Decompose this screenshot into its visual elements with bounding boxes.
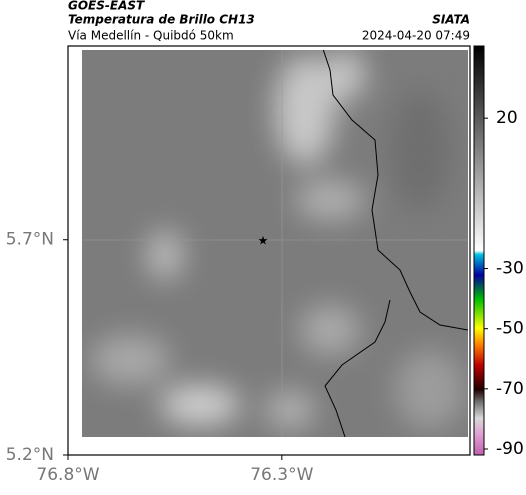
site-marker: ★ — [258, 234, 269, 248]
source: GOES-EAST — [68, 0, 145, 13]
imagery — [82, 50, 468, 437]
y-tick-label: 5.7°N — [6, 230, 54, 250]
colorbar-tick-label: -50 — [496, 319, 524, 339]
colorbar-tick-label: -90 — [496, 439, 524, 459]
colorbar-tick-label: 20 — [496, 108, 518, 128]
timestamp: 2024-04-20 07:49 — [362, 29, 470, 43]
title: Temperatura de Brillo CH13 — [68, 13, 255, 27]
x-tick-label: 76.8°W — [36, 465, 99, 485]
subtitle: Vía Medellín - Quibdó 50km — [68, 29, 234, 43]
map-frame — [67, 45, 471, 456]
colorbar-tick-label: -70 — [496, 379, 524, 399]
colorbar — [473, 45, 485, 456]
agency: SIATA — [432, 13, 470, 27]
y-tick-label: 5.2°N — [6, 445, 54, 465]
colorbar-tick-label: -30 — [496, 259, 524, 279]
x-tick-label: 76.3°W — [250, 465, 313, 485]
